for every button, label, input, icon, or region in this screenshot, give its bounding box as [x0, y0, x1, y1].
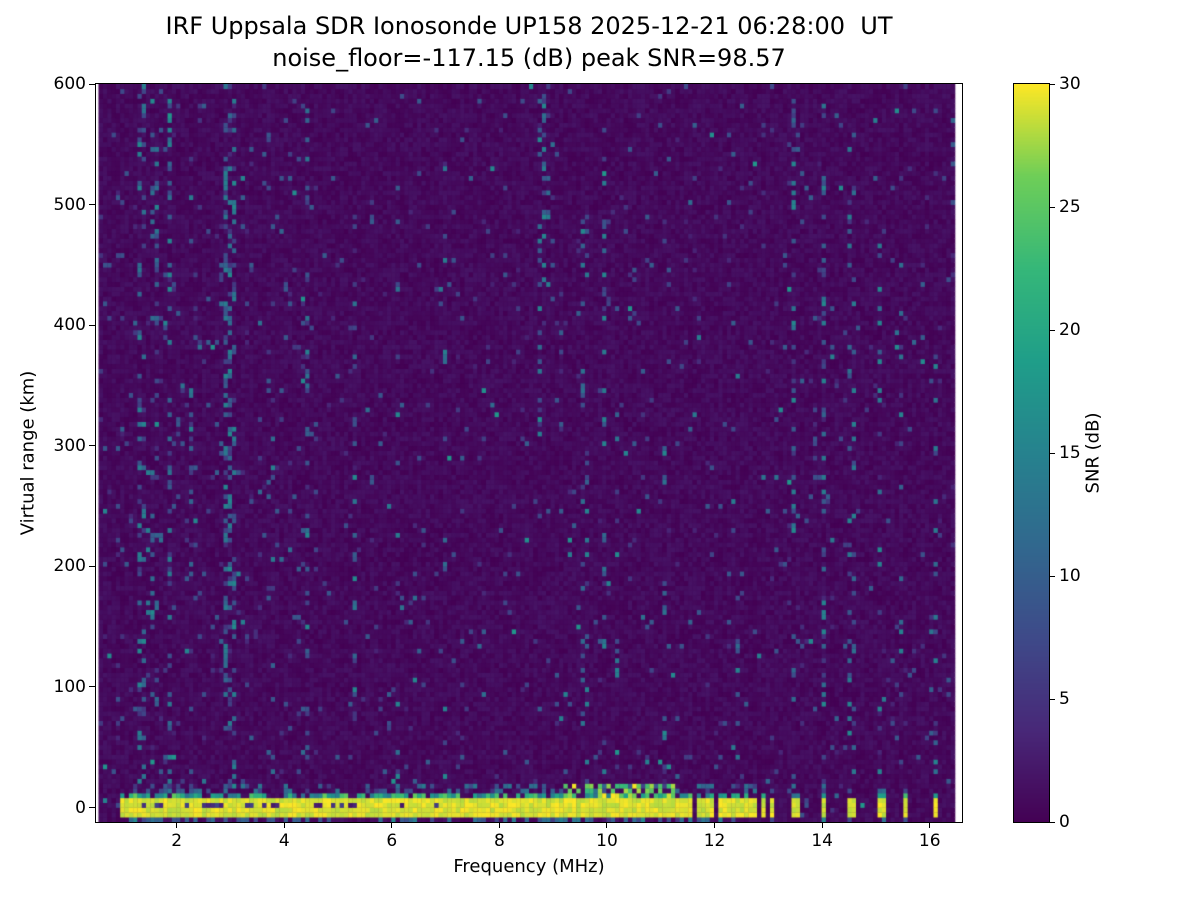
x-tick-mark [606, 823, 608, 828]
colorbar-gradient [1013, 83, 1050, 823]
ionogram-heatmap-canvas [96, 84, 962, 822]
x-tick-label: 12 [703, 831, 726, 851]
x-tick-mark [283, 823, 285, 828]
chart-subtitle: noise_floor=-117.15 (dB) peak SNR=98.57 [272, 44, 786, 72]
x-tick-label: 16 [918, 831, 941, 851]
x-tick-label: 6 [386, 831, 398, 851]
x-tick-label: 4 [278, 831, 290, 851]
colorbar-tick-label: 15 [1059, 443, 1081, 463]
y-tick-mark [89, 686, 95, 688]
colorbar-tick-label: 5 [1059, 689, 1070, 709]
colorbar-tick-mark [1050, 329, 1055, 331]
y-tick-label: 100 [53, 676, 86, 697]
colorbar-tick-mark [1050, 698, 1055, 700]
y-tick-label: 0 [75, 797, 86, 818]
colorbar-tick-label: 30 [1059, 74, 1081, 94]
colorbar-tick-label: 0 [1059, 812, 1070, 832]
y-tick-label: 300 [53, 435, 86, 456]
y-tick-mark [89, 83, 95, 85]
x-tick-label: 14 [811, 831, 833, 851]
plot-frame [95, 83, 963, 823]
x-tick-label: 8 [493, 831, 505, 851]
colorbar-tick-label: 20 [1059, 320, 1081, 340]
x-tick-mark [714, 823, 716, 828]
x-axis-label: Frequency (MHz) [453, 856, 605, 877]
x-tick-mark [391, 823, 393, 828]
colorbar-tick-label: 10 [1059, 566, 1081, 586]
y-tick-label: 400 [53, 315, 86, 336]
y-axis-label: Virtual range (km) [17, 370, 39, 536]
colorbar-tick-mark [1050, 821, 1055, 823]
colorbar-tick-mark [1050, 206, 1055, 208]
x-tick-label: 10 [596, 831, 618, 851]
colorbar-tick-mark [1050, 83, 1055, 85]
x-tick-label: 2 [171, 831, 183, 851]
y-tick-label: 500 [53, 194, 86, 215]
y-tick-label: 200 [53, 556, 86, 577]
y-tick-mark [89, 204, 95, 206]
x-tick-mark [176, 823, 178, 828]
colorbar-tick-mark [1050, 575, 1055, 577]
y-tick-label: 600 [53, 74, 86, 94]
y-tick-mark [89, 807, 95, 809]
chart-title: IRF Uppsala SDR Ionosonde UP158 2025-12-… [165, 12, 893, 40]
colorbar-tick-label: 25 [1059, 197, 1081, 217]
y-tick-mark [89, 445, 95, 447]
y-tick-mark [89, 565, 95, 567]
colorbar-tick-mark [1050, 452, 1055, 454]
y-tick-mark [89, 324, 95, 326]
x-tick-mark [929, 823, 931, 828]
x-tick-mark [498, 823, 500, 828]
x-tick-mark [821, 823, 823, 828]
